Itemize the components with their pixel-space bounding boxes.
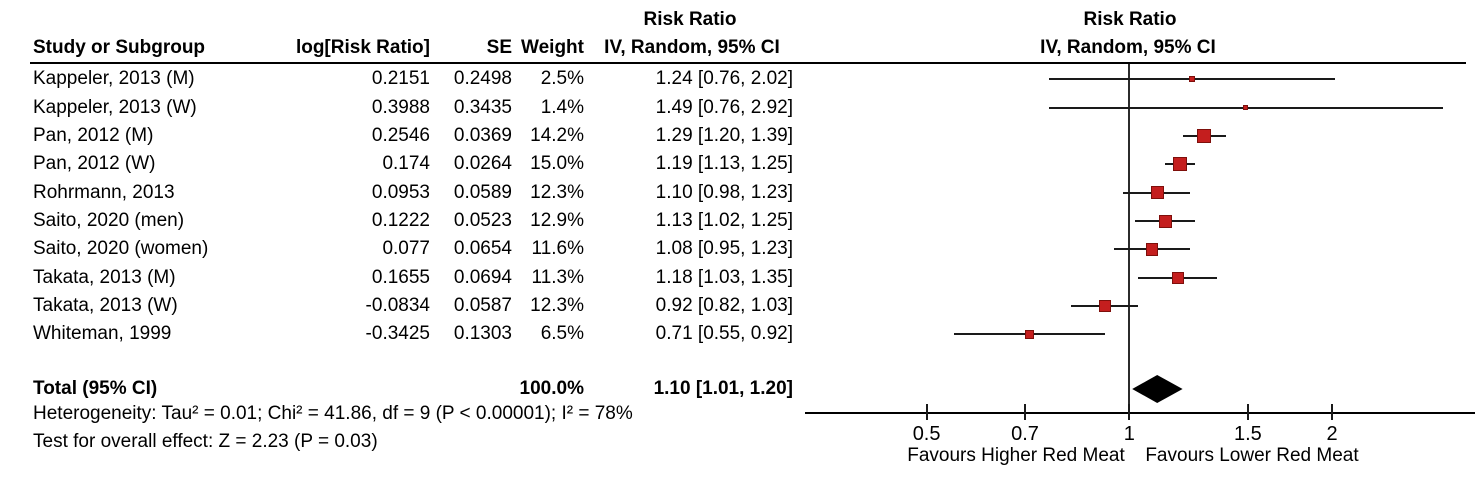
summary-diamond-icon (1132, 375, 1183, 403)
study-ci-text: 1.24 [0.76, 2.02] (655, 68, 793, 90)
study-ci-text: 1.08 [0.95, 1.23] (655, 238, 793, 260)
x-axis-tick (1246, 404, 1249, 420)
study-ci-text: 0.71 [0.55, 0.92] (655, 323, 793, 345)
x-axis-tick (1331, 404, 1333, 420)
study-se: 0.1303 (453, 323, 512, 345)
study-name: Rohrmann, 2013 (33, 181, 175, 203)
effect-square (1171, 271, 1184, 284)
axis-label-favours-right: Favours Lower Red Meat (1145, 445, 1359, 466)
study-ci-text: 1.29 [1.20, 1.39] (655, 125, 793, 146)
total-weight: 100.0% (519, 378, 584, 399)
study-ci-text: 0.92 [0.82, 1.03] (655, 295, 793, 317)
study-se: 0.0654 (453, 238, 512, 260)
overall-effect-test: Test for overall effect: Z = 2.23 (P = 0… (33, 431, 378, 452)
no-effect-line (1128, 64, 1130, 420)
study-weight: 1.4% (540, 96, 584, 118)
study-ci-text: 1.10 [0.98, 1.23] (655, 181, 793, 203)
x-axis-tick (925, 404, 928, 420)
study-log-rr: 0.174 (382, 153, 430, 175)
x-axis-tick-label: 0.7 (1011, 423, 1039, 445)
study-name: Whiteman, 1999 (33, 323, 172, 345)
effect-square (1243, 105, 1249, 111)
study-se: 0.0587 (453, 295, 512, 317)
study-weight: 14.2% (530, 125, 584, 146)
effect-square (1150, 186, 1164, 200)
study-log-rr: 0.2546 (371, 125, 430, 146)
col-header-weight: Weight (521, 37, 584, 58)
study-weight: 12.3% (530, 181, 584, 203)
study-weight: 12.3% (530, 295, 584, 317)
effect-square (1196, 129, 1211, 143)
header-rule (30, 62, 1466, 64)
x-axis-tick-label: 0.5 (912, 423, 941, 445)
plot-title-line1: Risk Ratio (1083, 9, 1177, 30)
heterogeneity-stats: Heterogeneity: Tau² = 0.01; Chi² = 41.86… (33, 403, 633, 424)
effect-col-title-line1: Risk Ratio (643, 9, 737, 30)
total-ci-text: 1.10 [1.01, 1.20] (653, 378, 793, 399)
axis-label-favours-left: Favours Higher Red Meat (907, 445, 1125, 466)
study-name: Saito, 2020 (men) (33, 210, 185, 232)
study-se: 0.0523 (453, 210, 512, 232)
study-name: Takata, 2013 (W) (33, 295, 178, 317)
study-log-rr: 0.1222 (371, 210, 430, 232)
plot-title-line2: IV, Random, 95% CI (1040, 37, 1216, 58)
study-weight: 15.0% (530, 153, 584, 175)
study-ci-text: 1.49 [0.76, 2.92] (655, 96, 793, 118)
study-se: 0.3435 (453, 96, 512, 118)
study-log-rr: 0.077 (382, 238, 430, 260)
study-weight: 11.3% (531, 266, 584, 288)
study-weight: 2.5% (540, 68, 584, 90)
effect-square (1098, 299, 1112, 313)
study-name: Takata, 2013 (M) (33, 266, 176, 288)
study-weight: 6.5% (540, 323, 584, 345)
study-name: Saito, 2020 (women) (33, 238, 209, 260)
x-axis-tick (1024, 404, 1026, 420)
study-ci-text: 1.19 [1.13, 1.25] (655, 153, 793, 175)
effect-square (1158, 214, 1172, 228)
effect-col-title-line2: IV, Random, 95% CI (604, 37, 780, 58)
x-axis-tick (1128, 404, 1131, 420)
study-name: Pan, 2012 (M) (33, 125, 154, 146)
effect-square (1145, 243, 1158, 256)
x-axis-line (805, 412, 1475, 414)
study-name: Kappeler, 2013 (W) (33, 96, 197, 118)
effect-square (1024, 329, 1034, 340)
study-weight: 11.6% (531, 238, 584, 260)
study-se: 0.0264 (453, 153, 512, 175)
study-log-rr: -0.0834 (365, 295, 430, 317)
study-log-rr: -0.3425 (365, 323, 430, 345)
study-se: 0.0589 (453, 181, 512, 203)
study-ci-text: 1.18 [1.03, 1.35] (655, 266, 793, 288)
col-header-study: Study or Subgroup (33, 37, 206, 58)
study-name: Pan, 2012 (W) (33, 153, 156, 175)
study-log-rr: 0.1655 (371, 266, 430, 288)
study-weight: 12.9% (530, 210, 584, 232)
col-header-se: SE (486, 37, 512, 58)
col-header-log-rr: log[Risk Ratio] (295, 37, 430, 58)
study-se: 0.0694 (453, 266, 512, 288)
study-log-rr: 0.2151 (371, 68, 430, 90)
study-log-rr: 0.3988 (371, 96, 430, 118)
study-se: 0.2498 (453, 68, 512, 90)
study-ci-text: 1.13 [1.02, 1.25] (655, 210, 793, 232)
x-axis-tick-label: 1 (1123, 423, 1135, 445)
total-label: Total (95% CI) (33, 378, 158, 399)
x-axis-tick-label: 1.5 (1233, 423, 1262, 445)
effect-square (1189, 76, 1196, 83)
effect-square (1173, 157, 1188, 172)
study-name: Kappeler, 2013 (M) (33, 68, 195, 90)
study-se: 0.0369 (453, 125, 512, 146)
x-axis-tick-label: 2 (1326, 423, 1338, 445)
study-log-rr: 0.0953 (371, 181, 430, 203)
